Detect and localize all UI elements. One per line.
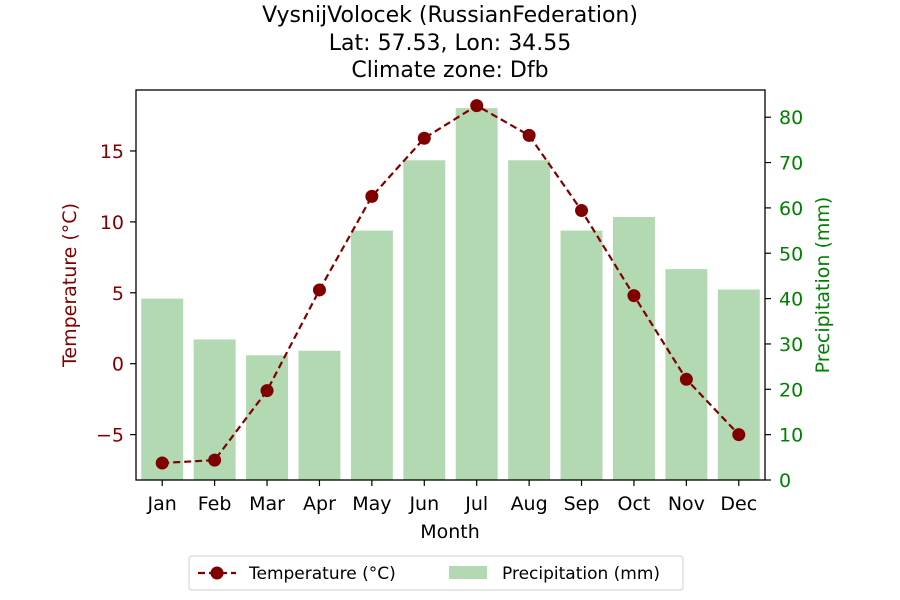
plot-frame <box>135 89 766 481</box>
x-tick-label-aug: Aug <box>511 493 548 515</box>
precipitation-bar-dec <box>717 289 760 480</box>
axes: −5 0 5 10 15 0 10 20 30 40 50 60 70 80 Jan Feb Mar Apr May… <box>96 89 803 515</box>
y-right-tick-label: 60 <box>779 198 803 220</box>
y-left-tick-label: −5 <box>96 425 124 447</box>
temperature-point-dec <box>732 428 746 442</box>
x-tick-label-sep: Sep <box>564 493 600 515</box>
chart-subtitle-coordinates: Lat: 57.53, Lon: 34.55 <box>329 31 571 56</box>
x-tick-label-apr: Apr <box>303 493 336 515</box>
precipitation-bar-jan <box>141 298 184 480</box>
x-tick-label-feb: Feb <box>198 493 232 515</box>
precipitation-bars <box>141 108 760 481</box>
precipitation-bar-jun <box>403 160 446 480</box>
x-tick-label-may: May <box>352 493 391 515</box>
temperature-point-mar <box>260 384 274 398</box>
precipitation-bar-oct <box>612 216 655 480</box>
y-left-tick-label: 10 <box>100 212 124 234</box>
y-right-tick-label: 50 <box>779 243 803 265</box>
temperature-series-line <box>162 104 740 465</box>
y-right-tick-label: 0 <box>779 470 791 492</box>
y-left-tick-label: 15 <box>100 141 124 163</box>
temperature-point-jan <box>155 456 169 470</box>
temperature-point-oct <box>627 289 641 303</box>
x-tick-label-dec: Dec <box>720 493 757 515</box>
precipitation-bar-sep <box>560 230 603 480</box>
y-axis-left-label: Temperature (°C) <box>59 203 81 368</box>
precipitation-bar-may <box>350 230 393 480</box>
y-left-tick-label: 5 <box>112 283 124 305</box>
x-tick-label-oct: Oct <box>618 493 651 515</box>
x-axis-label: Month <box>420 521 480 543</box>
temperature-point-jun <box>417 131 431 145</box>
precipitation-bar-jul <box>455 108 498 481</box>
x-tick-label-jun: Jun <box>408 493 439 515</box>
legend-precipitation-label: Precipitation (mm) <box>502 564 660 584</box>
legend: Temperature (°C) Precipitation (mm) <box>188 555 684 591</box>
temperature-point-nov <box>679 372 693 386</box>
y-right-tick-label: 20 <box>779 379 803 401</box>
y-right-tick-label: 10 <box>779 425 803 447</box>
y-right-tick-label: 40 <box>779 289 803 311</box>
legend-temperature-label: Temperature (°C) <box>248 564 396 584</box>
precipitation-bar-apr <box>298 350 341 480</box>
temperature-point-sep <box>575 204 589 218</box>
temperature-point-jul <box>470 99 484 113</box>
temperature-point-may <box>365 189 379 203</box>
chart-subtitle-climate-zone: Climate zone: Dfb <box>351 58 548 83</box>
y-left-tick-label: 0 <box>112 354 124 376</box>
y-right-tick-label: 80 <box>779 107 803 129</box>
temperature-line <box>155 99 746 470</box>
chart-title: VysnijVolocek (RussianFederation) <box>262 3 638 28</box>
temperature-point-apr <box>312 283 326 297</box>
temperature-point-aug <box>522 128 536 142</box>
legend-temperature-marker-icon <box>210 566 224 580</box>
x-tick-label-mar: Mar <box>249 493 285 515</box>
legend-precipitation-swatch-icon <box>449 566 487 579</box>
x-tick-label-nov: Nov <box>668 493 705 515</box>
precipitation-bar-aug <box>508 160 551 480</box>
legend-frame <box>188 555 684 591</box>
y-right-tick-label: 30 <box>779 334 803 356</box>
y-right-tick-label: 70 <box>779 153 803 175</box>
temperature-point-feb <box>208 453 222 467</box>
x-tick-label-jul: Jul <box>464 493 488 515</box>
y-axis-right-label: Precipitation (mm) <box>812 197 834 374</box>
precipitation-bar-mar <box>246 355 289 480</box>
x-tick-label-jan: Jan <box>147 493 177 515</box>
